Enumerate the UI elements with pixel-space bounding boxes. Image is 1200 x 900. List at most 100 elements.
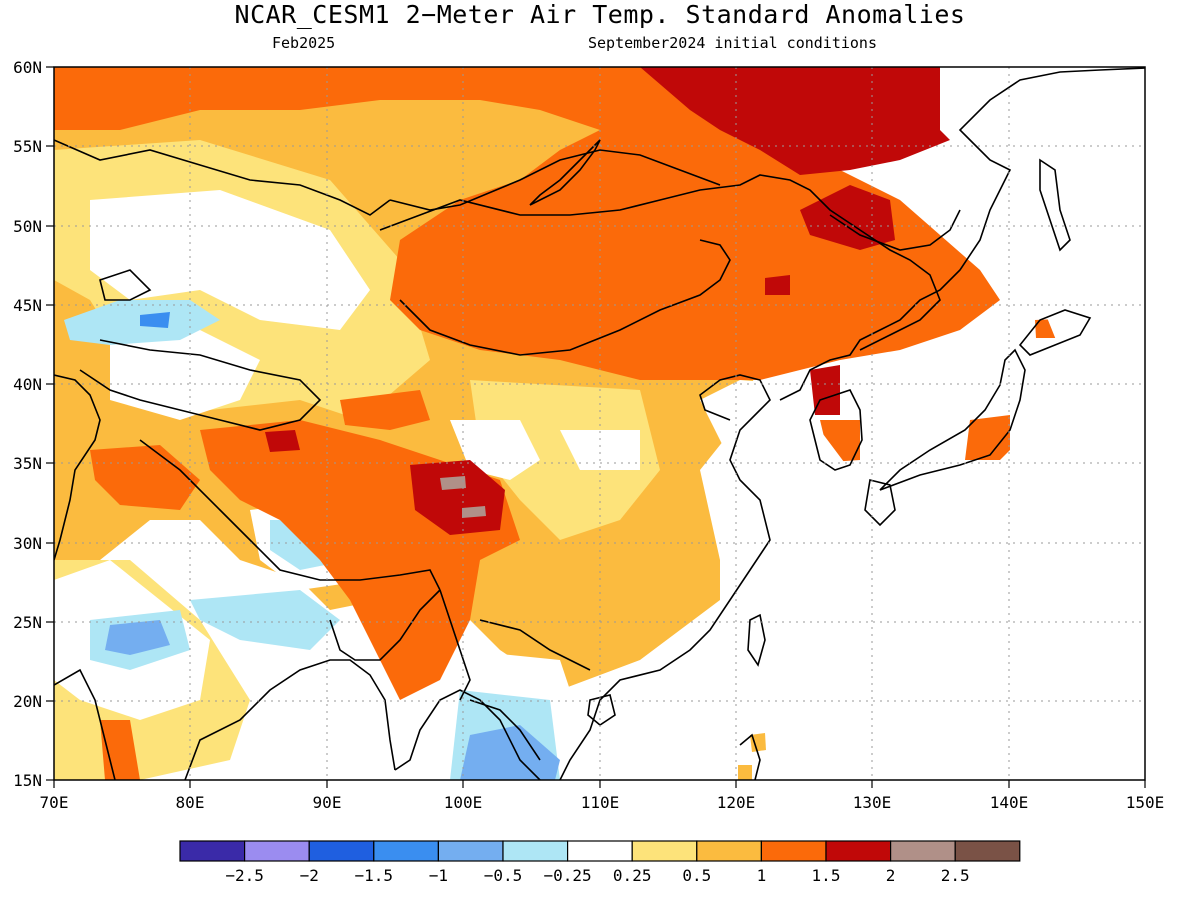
lat-tick-label: 40N [13, 375, 42, 394]
colorbar-label: −0.5 [484, 866, 523, 885]
colorbar-swatch [179, 840, 246, 862]
luzon-coast [739, 733, 761, 780]
colorbar-swatch [502, 840, 569, 862]
colorbar-label: 1 [757, 866, 767, 885]
anomaly-fill-dark-orange [100, 720, 140, 780]
colorbar-label: 2.5 [941, 866, 970, 885]
mongolia-south-border [399, 239, 731, 356]
colorbar: −2.5 −2 −1.5 −1 −0.5 −0.25 0.25 0.5 1 1.5 2 2.5 [179, 840, 1021, 885]
anomaly-fill-light-orange [738, 765, 752, 780]
japan-honshu-coast [879, 348, 1026, 491]
initial-conditions: September2024 initial conditions [588, 34, 877, 52]
colorbar-swatch [566, 840, 633, 862]
colorbar-label: 0.25 [613, 866, 652, 885]
china-mongolia-border [379, 174, 941, 351]
anomaly-fill-dark-orange [965, 415, 1010, 460]
anomaly-fill-mid-blue [105, 620, 170, 655]
coastlines-and-borders [54, 67, 1145, 780]
indochina-border [479, 619, 591, 671]
lon-tick-labels: 70E 80E 90E 100E 110E 120E 130E 140E 150… [40, 793, 1165, 812]
central-asia-border [79, 339, 322, 431]
anomaly-fill-mid-blue [460, 725, 560, 780]
anomaly-fill-light-orange [750, 733, 766, 752]
lat-tick-label: 15N [13, 771, 42, 790]
coastline [54, 374, 101, 561]
ocean-mask [700, 67, 1145, 780]
colorbar-swatch [308, 840, 375, 862]
lon-tick-label: 110E [581, 793, 620, 812]
anomaly-fill-light-blue [190, 590, 340, 650]
colorbar-swatch [825, 840, 892, 862]
anomaly-fill-brown [462, 506, 486, 518]
colorbar-label: 0.5 [682, 866, 711, 885]
anomaly-fill-neutral [90, 190, 370, 330]
coastline [779, 67, 1145, 401]
lon-tick-label: 70E [40, 793, 69, 812]
coastline [559, 374, 771, 780]
amur-river [829, 209, 961, 251]
colorbar-swatch [244, 840, 310, 862]
lon-tick-label: 80E [176, 793, 205, 812]
colorbar-label: −0.25 [544, 866, 592, 885]
anomaly-fill-mid-blue [140, 312, 170, 328]
coastline [394, 689, 541, 780]
lat-tick-label: 30N [13, 534, 42, 553]
anomaly-fill-neutral [560, 430, 640, 470]
colorbar-label: −1.5 [355, 866, 394, 885]
colorbar-swatch [631, 840, 698, 862]
korea-coast [809, 389, 863, 471]
anomaly-fill-brown [440, 476, 466, 490]
anomaly-fill-red [640, 67, 980, 175]
anomaly-fill-neutral [110, 330, 260, 420]
kazakhstan-border [54, 139, 391, 216]
taiwan-coast [747, 613, 766, 667]
lon-tick-label: 90E [313, 793, 342, 812]
japan-hokkaido-coast [1018, 309, 1092, 356]
anomaly-fill-red [765, 275, 790, 295]
lat-tick-label: 25N [13, 613, 42, 632]
coastline [184, 659, 396, 780]
lon-tick-label: 150E [1126, 793, 1165, 812]
coastline [54, 668, 116, 780]
map-title: NCAR_CESM1 2−Meter Air Temp. Standard An… [234, 0, 966, 29]
anomaly-shading [54, 67, 1145, 780]
anomaly-fill-red [800, 185, 895, 250]
colorbar-label: −2 [300, 866, 319, 885]
colorbar-swatch [696, 840, 762, 862]
colorbar-label: −1 [429, 866, 448, 885]
baikal-shore [529, 139, 601, 206]
russia-mongolia-border [389, 149, 721, 211]
lon-tick-label: 130E [853, 793, 892, 812]
hainan-coast [587, 694, 616, 726]
lat-tick-labels: 15N 20N 25N 30N 35N 40N 45N 50N 55N 60N [13, 58, 42, 790]
lon-tick-label: 100E [444, 793, 483, 812]
india-east-border [329, 589, 441, 661]
anomaly-fill-dark-orange [90, 445, 200, 510]
anomaly-fill-red [810, 365, 840, 415]
japan-kyushu-coast [864, 479, 896, 527]
forecast-month: Feb2025 [272, 34, 336, 52]
indochina-inner-border [469, 699, 541, 761]
tick-marks [46, 66, 1146, 788]
lat-tick-label: 55N [13, 137, 42, 156]
lat-tick-label: 60N [13, 58, 42, 77]
caspian-aral-coast [99, 269, 152, 301]
lat-tick-label: 45N [13, 296, 42, 315]
lon-tick-label: 140E [990, 793, 1029, 812]
colorbar-swatch [889, 840, 956, 862]
myanmar-border [439, 589, 471, 701]
lat-tick-label: 35N [13, 454, 42, 473]
lon-tick-label: 120E [717, 793, 756, 812]
colorbar-swatch [373, 840, 439, 862]
colorbar-label: 2 [886, 866, 896, 885]
colorbar-label: −2.5 [225, 866, 264, 885]
anomaly-fill-dark-orange [340, 390, 430, 430]
tibet-south-border [139, 439, 441, 591]
colorbar-swatch [437, 840, 504, 862]
lat-tick-label: 50N [13, 217, 42, 236]
ocean-mask [940, 67, 1145, 190]
colorbar-swatch [760, 840, 827, 862]
colorbar-swatch [954, 840, 1021, 862]
sakhalin-coast [1039, 158, 1071, 252]
